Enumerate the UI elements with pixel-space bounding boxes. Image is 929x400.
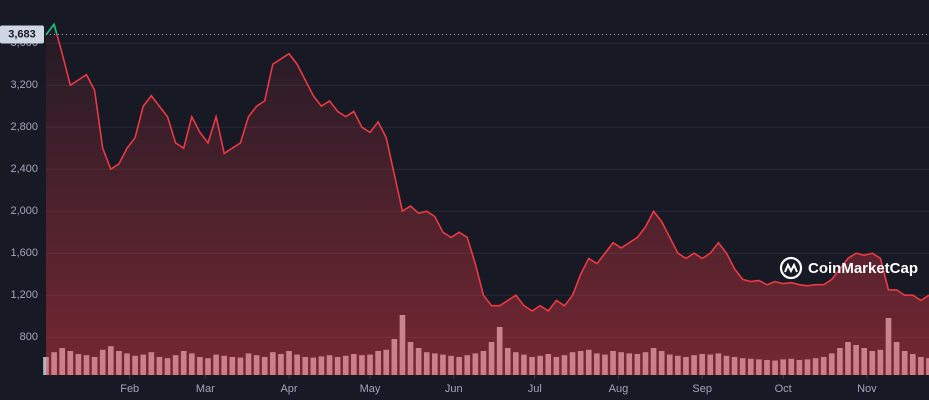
y-tick-label: 2,400: [10, 163, 38, 175]
y-tick-label: 3,200: [10, 79, 38, 91]
y-tick-label: 2,000: [10, 205, 38, 217]
x-tick-label: Jun: [445, 383, 463, 395]
x-tick-label: May: [360, 383, 381, 395]
x-tick-label: Nov: [857, 383, 877, 395]
logo-circle: [779, 256, 803, 280]
y-tick-label: 1,600: [10, 247, 38, 259]
y-tick-label: 1,200: [10, 289, 38, 301]
price-line: [45, 34, 929, 312]
watermark-logo: [779, 256, 803, 280]
x-tick-label: Sep: [692, 383, 712, 395]
x-tick-label: Mar: [196, 383, 215, 395]
x-tick-label: Oct: [775, 383, 792, 395]
reference-label: 3,683: [8, 28, 36, 40]
y-tick-label: 2,800: [10, 121, 38, 133]
x-tick-label: Feb: [120, 383, 139, 395]
x-tick-label: Jul: [528, 383, 542, 395]
x-tick-label: Apr: [280, 383, 297, 395]
reference-badge: [0, 25, 44, 44]
area-fill: [46, 24, 929, 376]
x-tick-label: Aug: [609, 383, 629, 395]
logo-mark: [784, 262, 798, 274]
y-tick-label: 800: [20, 331, 38, 343]
watermark: CoinMarketCap: [808, 260, 918, 277]
